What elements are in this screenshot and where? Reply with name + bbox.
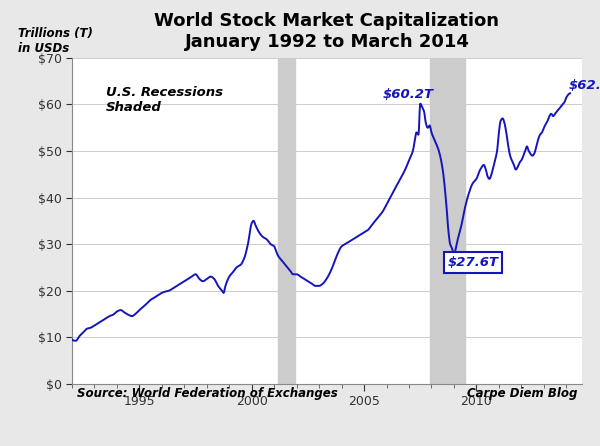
Text: $27.6T: $27.6T [448, 256, 499, 269]
Bar [430, 58, 465, 384]
Text: U.S. Recessions
Shaded: U.S. Recessions Shaded [106, 86, 223, 114]
Text: $62.4T: $62.4T [569, 78, 600, 92]
Title: World Stock Market Capitalization
January 1992 to March 2014: World Stock Market Capitalization Januar… [155, 12, 499, 51]
Bar [278, 58, 295, 384]
Text: Trillions (T)
in USDs: Trillions (T) in USDs [19, 27, 94, 55]
Text: Source: World Federation of Exchanges: Source: World Federation of Exchanges [77, 387, 338, 400]
Text: Carpe Diem Blog: Carpe Diem Blog [467, 387, 577, 400]
Text: $60.2T: $60.2T [382, 88, 433, 101]
